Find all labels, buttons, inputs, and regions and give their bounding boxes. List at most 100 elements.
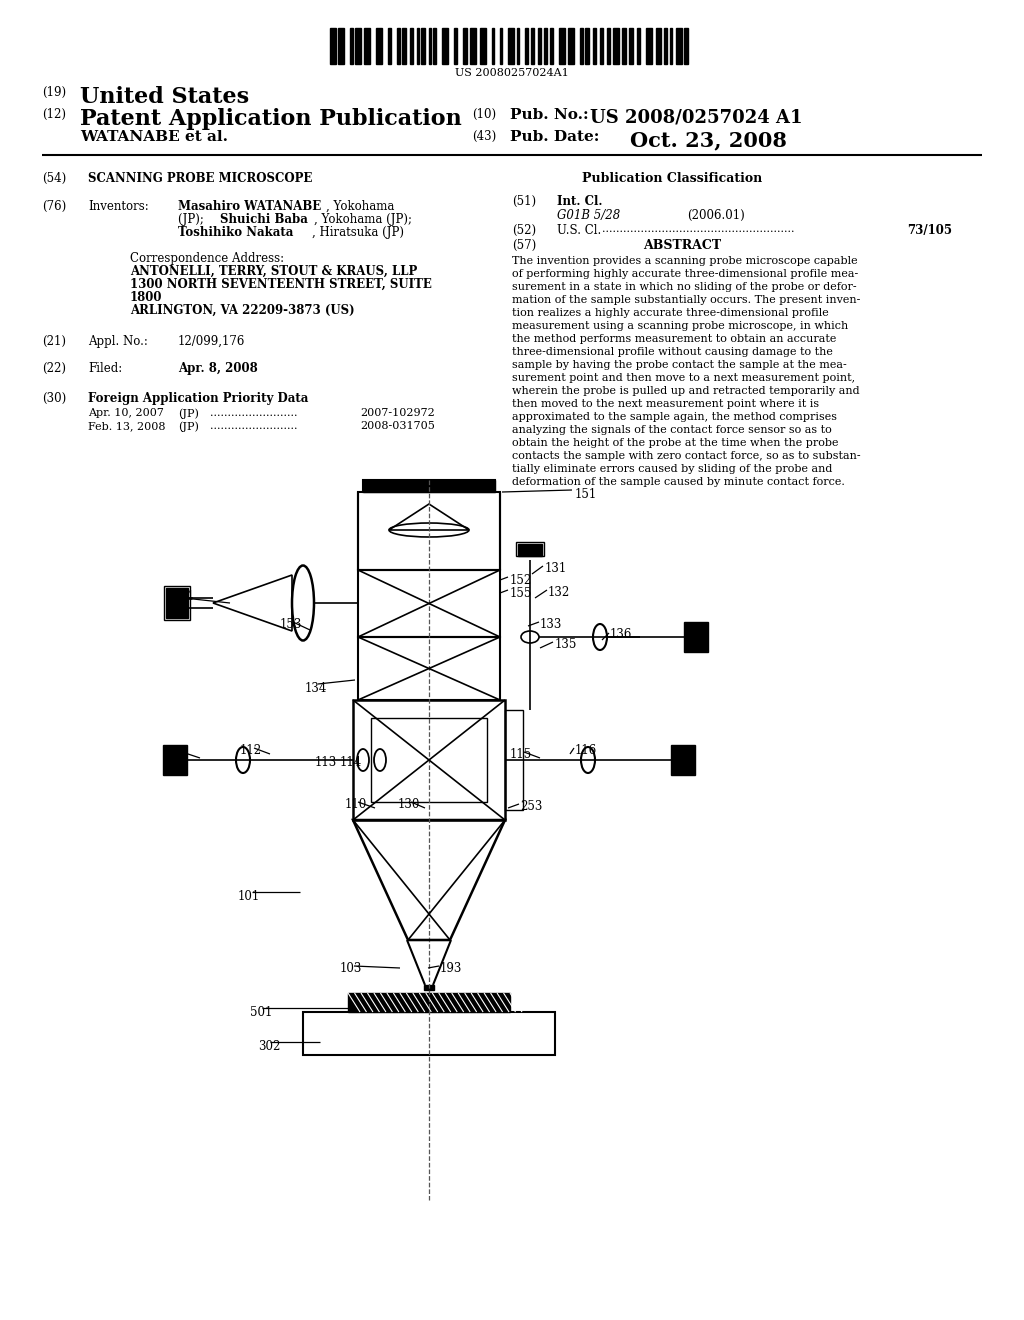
Text: wherein the probe is pulled up and retracted temporarily and: wherein the probe is pulled up and retra… (512, 385, 859, 396)
Text: Masahiro WATANABE: Masahiro WATANABE (178, 201, 322, 213)
Text: 112: 112 (240, 744, 262, 756)
Text: (30): (30) (42, 392, 67, 405)
Polygon shape (559, 28, 565, 63)
Text: 73/105: 73/105 (907, 224, 952, 238)
Text: 135: 135 (555, 638, 578, 651)
Polygon shape (670, 28, 672, 63)
Text: three-dimensional profile without causing damage to the: three-dimensional profile without causin… (512, 347, 833, 356)
Polygon shape (516, 28, 519, 63)
Text: obtain the height of the probe at the time when the probe: obtain the height of the probe at the ti… (512, 438, 839, 447)
Text: United States: United States (80, 86, 249, 108)
Text: Apr. 10, 2007: Apr. 10, 2007 (88, 408, 164, 418)
Polygon shape (500, 28, 503, 63)
Polygon shape (164, 746, 186, 774)
Polygon shape (580, 28, 583, 63)
Text: (2006.01): (2006.01) (687, 209, 744, 222)
Text: 2007-102972: 2007-102972 (360, 408, 435, 418)
Text: (43): (43) (472, 129, 497, 143)
Polygon shape (630, 28, 633, 63)
Text: Oct. 23, 2008: Oct. 23, 2008 (630, 129, 786, 150)
Text: ARLINGTON, VA 22209-3873 (US): ARLINGTON, VA 22209-3873 (US) (130, 304, 354, 317)
Polygon shape (441, 28, 447, 63)
Polygon shape (166, 587, 188, 618)
Polygon shape (388, 28, 390, 63)
Text: the method performs measurement to obtain an accurate: the method performs measurement to obtai… (512, 334, 837, 345)
Text: Apr. 8, 2008: Apr. 8, 2008 (178, 362, 258, 375)
Text: mation of the sample substantially occurs. The present inven-: mation of the sample substantially occur… (512, 294, 860, 305)
Text: (22): (22) (42, 362, 66, 375)
Text: (12): (12) (42, 108, 66, 121)
Text: 110: 110 (345, 799, 368, 810)
Text: 152: 152 (510, 574, 532, 587)
Polygon shape (600, 28, 603, 63)
Text: 193: 193 (440, 962, 463, 975)
Text: 302: 302 (258, 1040, 281, 1053)
Text: tially eliminate errors caused by sliding of the probe and: tially eliminate errors caused by slidin… (512, 465, 833, 474)
Text: 113: 113 (315, 756, 337, 770)
Text: 103: 103 (340, 962, 362, 975)
Polygon shape (417, 28, 419, 63)
Text: Pub. Date:: Pub. Date: (510, 129, 599, 144)
Text: Toshihiko Nakata: Toshihiko Nakata (178, 226, 293, 239)
Text: ANTONELLI, TERRY, STOUT & KRAUS, LLP: ANTONELLI, TERRY, STOUT & KRAUS, LLP (130, 265, 417, 279)
Text: Feb. 13, 2008: Feb. 13, 2008 (88, 421, 166, 432)
Text: surement point and then move to a next measurement point,: surement point and then move to a next m… (512, 374, 855, 383)
Text: Filed:: Filed: (88, 362, 122, 375)
Text: G01B 5/28: G01B 5/28 (557, 209, 621, 222)
Text: 1300 NORTH SEVENTEENTH STREET, SUITE: 1300 NORTH SEVENTEENTH STREET, SUITE (130, 279, 432, 290)
Text: WATANABE et al.: WATANABE et al. (80, 129, 228, 144)
Text: (76): (76) (42, 201, 67, 213)
Polygon shape (492, 28, 494, 63)
Text: US 20080257024A1: US 20080257024A1 (455, 69, 569, 78)
Text: SCANNING PROBE MICROSCOPE: SCANNING PROBE MICROSCOPE (88, 172, 312, 185)
Polygon shape (479, 28, 485, 63)
Text: Inventors:: Inventors: (88, 201, 148, 213)
Polygon shape (530, 28, 535, 63)
Text: 116: 116 (575, 744, 597, 756)
Text: analyzing the signals of the contact force sensor so as to: analyzing the signals of the contact for… (512, 425, 831, 436)
Text: tion realizes a highly accurate three-dimensional profile: tion realizes a highly accurate three-di… (512, 308, 828, 318)
Text: U.S. Cl.: U.S. Cl. (557, 224, 605, 238)
Text: 130: 130 (398, 799, 421, 810)
Text: then moved to the next measurement point where it is: then moved to the next measurement point… (512, 399, 819, 409)
Text: 114: 114 (340, 756, 362, 770)
Text: 115: 115 (510, 748, 532, 762)
Text: deformation of the sample caused by minute contact force.: deformation of the sample caused by minu… (512, 477, 845, 487)
Text: 131: 131 (545, 562, 567, 576)
Polygon shape (538, 28, 542, 63)
Polygon shape (350, 28, 352, 63)
Polygon shape (550, 28, 553, 63)
Text: Correspondence Address:: Correspondence Address: (130, 252, 284, 265)
Polygon shape (429, 28, 431, 63)
Polygon shape (672, 746, 694, 774)
Text: .......................................................: ........................................… (602, 224, 795, 234)
Polygon shape (676, 28, 682, 63)
Text: The invention provides a scanning probe microscope capable: The invention provides a scanning probe … (512, 256, 858, 267)
Text: surement in a state in which no sliding of the probe or defor-: surement in a state in which no sliding … (512, 282, 857, 292)
Text: 12/099,176: 12/099,176 (178, 335, 246, 348)
Polygon shape (544, 28, 548, 63)
Polygon shape (586, 28, 589, 63)
Text: 155: 155 (510, 587, 532, 601)
Text: 132: 132 (548, 586, 570, 599)
Text: (54): (54) (42, 172, 67, 185)
Text: 253: 253 (520, 800, 543, 813)
Polygon shape (646, 28, 652, 63)
Polygon shape (348, 993, 510, 1012)
Text: (51): (51) (512, 195, 537, 209)
Text: Patent Application Publication: Patent Application Publication (80, 108, 462, 129)
Text: (JP): (JP) (178, 408, 199, 418)
Text: , Yokohama (JP);: , Yokohama (JP); (314, 213, 412, 226)
Polygon shape (402, 28, 407, 63)
Polygon shape (684, 28, 688, 63)
Text: approximated to the sample again, the method comprises: approximated to the sample again, the me… (512, 412, 837, 422)
Text: .........................: ......................... (210, 421, 298, 432)
Polygon shape (567, 28, 573, 63)
Text: Int. Cl.: Int. Cl. (557, 195, 602, 209)
Polygon shape (433, 28, 436, 63)
Text: 151: 151 (575, 488, 597, 502)
Polygon shape (422, 28, 425, 63)
Polygon shape (365, 28, 371, 63)
Text: .........................: ......................... (210, 408, 298, 418)
Text: (JP);: (JP); (178, 213, 208, 226)
